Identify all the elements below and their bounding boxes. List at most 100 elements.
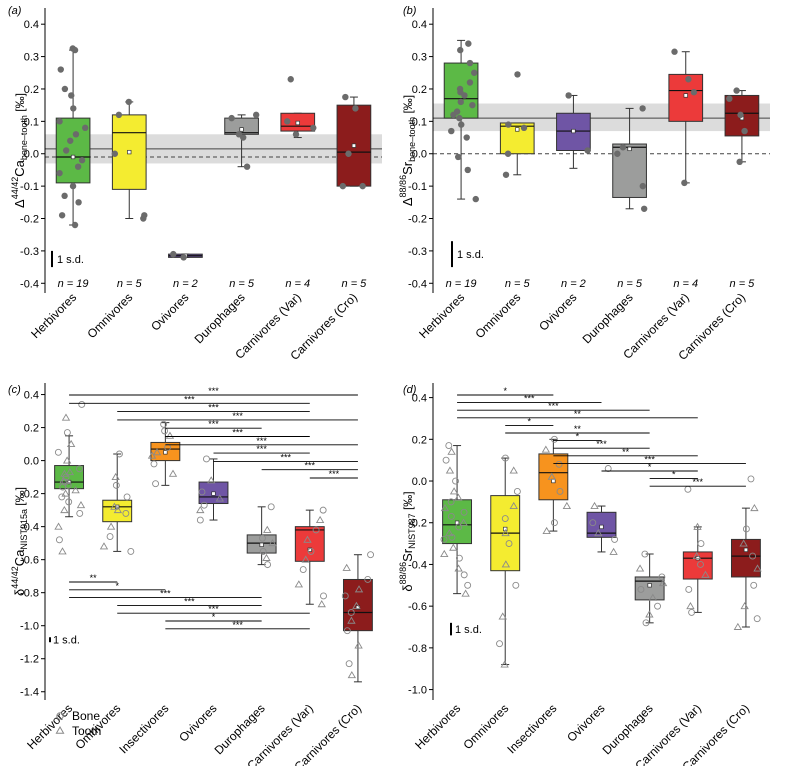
data-point-bone (122, 509, 130, 517)
y-tick-label: -1.0 (408, 685, 427, 697)
x-tick-label: Insectivores (116, 701, 171, 756)
data-point (71, 46, 79, 54)
data-point (736, 158, 743, 166)
y-tick-label: -0.4 (20, 278, 39, 290)
y-tick-label: 0.2 (412, 84, 427, 96)
data-point (457, 98, 464, 106)
data-point (292, 131, 300, 138)
sig-label: *** (208, 604, 219, 614)
sig-label: ** (90, 573, 98, 583)
data-point-tooth (500, 660, 509, 668)
y-title-unit: [‰] (13, 93, 27, 115)
data-point-bone (343, 627, 351, 635)
y-title-unit: [‰] (13, 487, 27, 509)
data-point-tooth (445, 466, 455, 474)
y-title-sub: NIST915a (19, 509, 29, 550)
data-point (514, 71, 521, 78)
y-title-prefix: δ (400, 584, 415, 591)
data-point-bone (150, 460, 158, 468)
data-point-tooth (686, 601, 695, 610)
data-point (741, 127, 748, 135)
y-tick-label: -1.2 (20, 654, 39, 666)
mean-marker (295, 120, 300, 126)
mean-marker (515, 127, 520, 132)
sig-label: ** (574, 424, 582, 434)
data-point-tooth (54, 522, 63, 530)
n-label: n = 5 (505, 278, 531, 290)
box (668, 73, 704, 122)
data-point (457, 46, 464, 54)
data-point-tooth (542, 526, 551, 535)
y-tick-label: -1.0 (20, 621, 39, 633)
data-point (619, 144, 627, 151)
data-point-bone (341, 592, 349, 600)
data-point-bone (123, 493, 131, 501)
x-tick-label: Omnivores (472, 290, 523, 341)
data-point-tooth (609, 547, 618, 555)
data-point-bone (447, 513, 455, 520)
data-point (70, 105, 77, 112)
y-tick-label: 0.0 (412, 149, 427, 161)
data-point-bone (742, 525, 750, 533)
data-point-tooth (165, 431, 175, 439)
data-point-bone (697, 560, 704, 568)
data-point-bone (442, 456, 450, 464)
data-point (472, 195, 479, 203)
data-point-tooth (76, 500, 86, 509)
data-point-bone (264, 561, 272, 569)
sig-label: *** (644, 454, 655, 464)
data-point-bone (455, 554, 463, 562)
y-tick-label: 0.0 (24, 149, 39, 161)
mean-marker (743, 547, 749, 552)
data-point-bone (65, 498, 73, 506)
data-point-tooth (99, 542, 109, 550)
data-point-tooth (509, 501, 518, 509)
data-point (640, 205, 648, 212)
data-point-tooth (58, 547, 67, 555)
data-point-tooth (692, 551, 701, 560)
data-point-tooth (562, 501, 572, 509)
data-point (239, 134, 247, 141)
data-point-bone (161, 427, 169, 435)
box (294, 526, 325, 562)
y-title-element: Sr (400, 548, 415, 562)
data-point (359, 182, 366, 190)
data-point-tooth (740, 601, 749, 610)
data-point (62, 147, 70, 154)
mean-marker (163, 450, 168, 455)
data-point (685, 76, 692, 83)
data-point-tooth (449, 487, 459, 495)
data-point (455, 153, 462, 161)
data-point-bone (196, 516, 204, 524)
data-point (56, 118, 63, 125)
data-point (61, 192, 68, 200)
sig-label: *** (256, 444, 267, 454)
y-title-sup: 88/86 (398, 562, 408, 585)
y-title-element: Ca (12, 549, 27, 566)
data-point-bone (512, 581, 520, 589)
n-label: n = 2 (173, 278, 198, 290)
y-title-prefix: δ (12, 589, 27, 596)
x-tick-label: Ovivores (148, 290, 191, 333)
data-point (125, 98, 133, 106)
data-point-bone (455, 523, 463, 531)
data-point-tooth (354, 585, 364, 593)
sig-label: * (528, 416, 532, 426)
data-point-bone (641, 550, 649, 558)
data-point-tooth (60, 505, 69, 514)
data-point-bone (76, 509, 84, 517)
data-point-bone (460, 571, 468, 579)
data-point-tooth (440, 503, 450, 512)
mean-marker (599, 524, 604, 530)
data-point-tooth (449, 543, 458, 551)
data-point-bone (307, 547, 315, 555)
data-point-bone (753, 615, 761, 623)
data-point-bone (464, 581, 472, 589)
data-point (681, 179, 688, 187)
x-tick-label: Insectivores (504, 701, 559, 756)
x-tick-label: Ovivores (564, 701, 607, 744)
n-label: n = 5 (617, 278, 643, 290)
sig-label: *** (596, 439, 607, 449)
data-point-tooth (498, 612, 507, 620)
sig-label: *** (184, 394, 195, 404)
